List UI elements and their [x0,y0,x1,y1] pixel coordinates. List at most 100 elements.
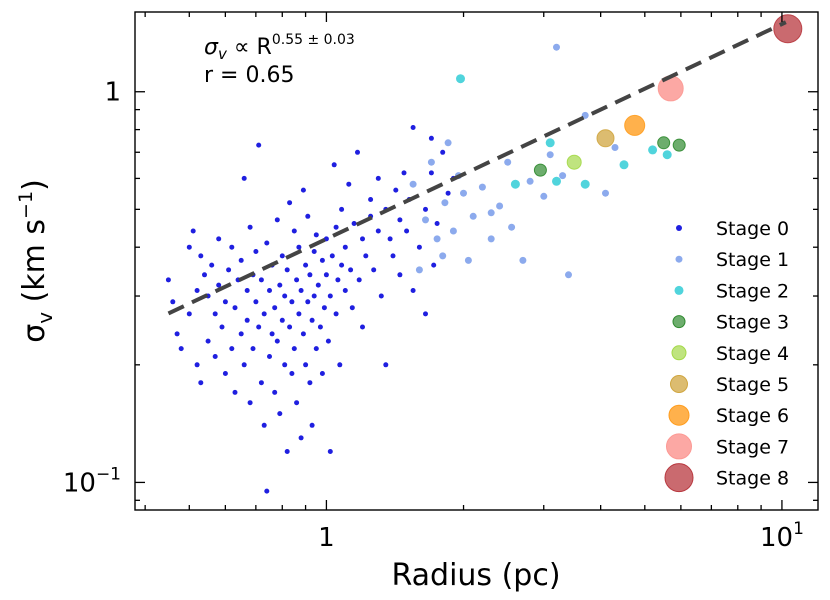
point-stage-2 [510,179,520,189]
point-stage-0 [289,371,295,376]
point-stage-0 [190,228,196,234]
point-stage-1 [559,172,567,180]
point-stage-0 [294,400,300,406]
point-stage-1 [464,256,472,264]
point-stage-3 [533,163,547,177]
point-stage-0 [303,362,309,368]
point-stage-0 [368,197,374,202]
legend-marker-stage-2 [674,285,684,295]
point-stage-8 [773,14,803,44]
fit-formula: σv ∝ R0.55 ± 0.03 [204,32,355,63]
point-stage-0 [294,277,300,283]
legend-label-stage-2: Stage 2 [716,280,789,302]
point-stage-1 [504,158,512,166]
point-stage-0 [264,240,270,246]
legend-marker-stage-0 [676,225,682,231]
point-stage-0 [202,272,207,278]
point-stage-0 [244,288,250,293]
point-stage-0 [378,293,384,299]
point-stage-1 [602,189,609,197]
point-stage-0 [165,277,171,283]
point-stage-0 [363,253,369,259]
point-stage-0 [178,346,184,352]
point-stage-0 [387,236,393,242]
fit-formula-sub: v [218,45,228,63]
point-stage-0 [416,244,422,250]
point-stage-0 [355,149,360,155]
point-stage-1 [460,189,467,197]
point-stage-0 [291,346,297,352]
point-stage-0 [333,311,339,317]
point-stage-0 [198,380,204,386]
point-stage-0 [360,324,365,330]
point-stage-1 [422,216,429,224]
point-stage-0 [307,272,313,278]
legend-label-stage-6: Stage 6 [716,405,789,427]
point-stage-0 [356,277,362,283]
point-stage-0 [222,299,228,305]
point-stage-1 [409,180,417,188]
legend-label-stage-5: Stage 5 [716,374,789,396]
point-stage-0 [311,249,317,254]
y-axis-units-close: ) [17,179,52,191]
point-stage-0 [267,354,272,359]
x-tick-label: 101 [760,519,804,553]
point-stage-0 [229,346,235,352]
point-stage-0 [253,299,259,305]
point-stage-4 [566,154,582,170]
point-stage-3 [672,138,686,152]
point-stage-0 [342,288,348,293]
point-stage-0 [212,354,218,359]
point-stage-0 [298,288,304,293]
y-axis-subscript: v [33,312,57,324]
legend-label-stage-4: Stage 4 [716,343,789,365]
point-stage-2 [552,176,561,186]
point-stage-1 [487,209,495,217]
point-stage-1 [415,266,423,274]
point-stage-0 [309,422,315,428]
fit-formula-exponent: 0.55 ± 0.03 [272,32,355,48]
point-stage-1 [553,43,560,51]
point-stage-0 [327,293,333,299]
point-stage-0 [256,324,262,330]
point-stage-0 [296,244,302,250]
point-stage-0 [440,149,446,155]
point-stage-0 [284,267,290,273]
point-stage-0 [423,206,428,212]
y-tick-label: 10−1 [63,464,121,498]
point-stage-0 [410,288,416,293]
point-stage-0 [313,232,319,238]
legend-marker-stage-6 [668,404,690,426]
point-stage-0 [323,272,329,278]
point-stage-0 [325,338,331,344]
correlation-coefficient: r = 0.65 [204,63,294,88]
point-stage-0 [272,305,278,311]
point-stage-0 [247,400,253,406]
legend-label-stage-0: Stage 0 [716,218,789,240]
legend-marker-stage-4 [671,345,687,361]
point-stage-0 [250,346,256,352]
point-stage-0 [375,228,381,234]
point-stage-0 [329,253,335,259]
point-stage-0 [247,224,253,230]
point-stage-0 [393,187,399,193]
point-stage-0 [375,175,381,181]
legend-marker-stage-5 [670,375,688,393]
point-stage-0 [264,488,270,494]
point-stage-0 [346,181,352,187]
point-stage-0 [317,324,323,330]
point-stage-0 [186,311,192,317]
point-stage-0 [244,317,250,323]
point-stage-0 [303,262,309,268]
point-stage-0 [349,305,355,311]
point-stage-6 [624,114,646,136]
legend-label-stage-1: Stage 1 [716,249,789,271]
point-stage-0 [238,257,244,263]
fit-formula-prop: ∝ R [227,35,272,60]
legend-label-stage-3: Stage 3 [716,312,789,334]
point-stage-0 [300,187,306,193]
point-stage-1 [519,256,527,264]
point-stage-5 [596,129,615,148]
point-stage-0 [428,135,434,141]
axis-ticks-layer [135,12,818,510]
